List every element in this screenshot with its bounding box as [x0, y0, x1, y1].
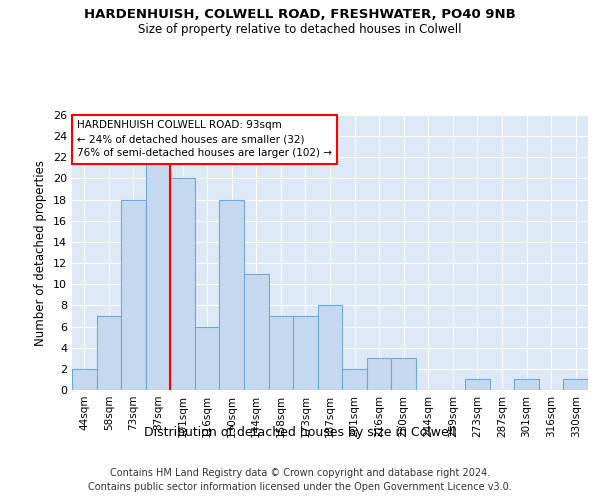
Bar — [121, 200, 146, 390]
Bar — [342, 369, 367, 390]
Bar — [97, 316, 121, 390]
Bar — [367, 358, 391, 390]
Text: Distribution of detached houses by size in Colwell: Distribution of detached houses by size … — [144, 426, 456, 439]
Bar — [391, 358, 416, 390]
Bar — [318, 306, 342, 390]
Bar — [72, 369, 97, 390]
Bar — [244, 274, 269, 390]
Bar — [293, 316, 318, 390]
Text: HARDENHUISH, COLWELL ROAD, FRESHWATER, PO40 9NB: HARDENHUISH, COLWELL ROAD, FRESHWATER, P… — [84, 8, 516, 20]
Text: Contains public sector information licensed under the Open Government Licence v3: Contains public sector information licen… — [88, 482, 512, 492]
Bar — [563, 380, 588, 390]
Text: HARDENHUISH COLWELL ROAD: 93sqm
← 24% of detached houses are smaller (32)
76% of: HARDENHUISH COLWELL ROAD: 93sqm ← 24% of… — [77, 120, 332, 158]
Bar — [220, 200, 244, 390]
Bar — [195, 326, 220, 390]
Bar — [170, 178, 195, 390]
Text: Size of property relative to detached houses in Colwell: Size of property relative to detached ho… — [138, 22, 462, 36]
Bar — [465, 380, 490, 390]
Text: Contains HM Land Registry data © Crown copyright and database right 2024.: Contains HM Land Registry data © Crown c… — [110, 468, 490, 477]
Bar — [514, 380, 539, 390]
Bar — [146, 158, 170, 390]
Y-axis label: Number of detached properties: Number of detached properties — [34, 160, 47, 346]
Bar — [269, 316, 293, 390]
